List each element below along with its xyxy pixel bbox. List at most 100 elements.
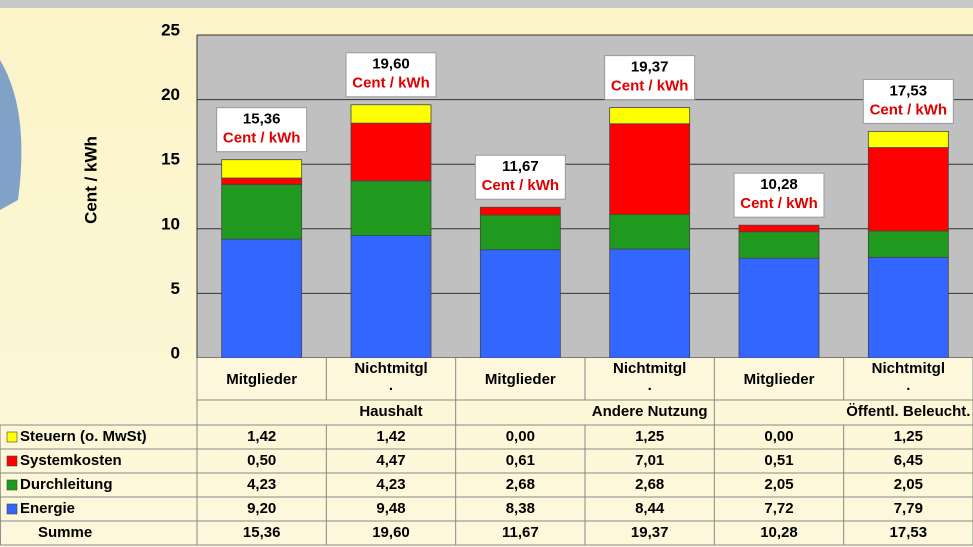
table-value: 0,50 bbox=[247, 452, 276, 469]
x-tick-label: Mitglieder bbox=[485, 371, 556, 388]
legend-swatch bbox=[6, 431, 18, 443]
decoration bbox=[0, 60, 22, 210]
table-value: 1,25 bbox=[635, 428, 664, 445]
table-value: 8,38 bbox=[506, 500, 535, 517]
legend-swatch bbox=[6, 479, 18, 491]
y-tick-label: 10 bbox=[161, 214, 180, 233]
bar-segment bbox=[867, 256, 949, 359]
table-value: 4,23 bbox=[247, 476, 276, 493]
table-value: 6,45 bbox=[894, 452, 923, 469]
total-unit: Cent / kWh bbox=[870, 101, 948, 118]
table-value: 0,00 bbox=[764, 428, 793, 445]
y-tick-label: 20 bbox=[161, 85, 180, 104]
table-total: 17,53 bbox=[890, 524, 928, 541]
bar-segment bbox=[479, 206, 561, 216]
bar-segment bbox=[350, 104, 432, 124]
table-value: 4,23 bbox=[376, 476, 405, 493]
total-label: 19,37 bbox=[631, 59, 669, 76]
total-box bbox=[604, 55, 696, 101]
table-value: 8,44 bbox=[635, 500, 665, 517]
table-value: 2,68 bbox=[506, 476, 535, 493]
total-box bbox=[216, 107, 308, 153]
bar-segment bbox=[221, 184, 303, 240]
table-value: 1,42 bbox=[376, 428, 405, 445]
bar-segment bbox=[479, 214, 561, 251]
table-value: 9,20 bbox=[247, 500, 276, 517]
table-value: 7,01 bbox=[635, 452, 664, 469]
table-value: 1,42 bbox=[247, 428, 276, 445]
total-label: 19,60 bbox=[372, 56, 410, 73]
x-tick-label: Nichtmitgl. bbox=[872, 360, 945, 394]
table-value: 0,61 bbox=[506, 452, 535, 469]
y-tick-label: 25 bbox=[161, 20, 180, 39]
table-value: 4,47 bbox=[376, 452, 405, 469]
bar-segment bbox=[738, 224, 820, 233]
y-tick-label: 0 bbox=[171, 343, 180, 362]
table-value: 2,68 bbox=[635, 476, 664, 493]
x-tick-label: Nichtmitgl. bbox=[613, 360, 686, 394]
table-total: 19,60 bbox=[372, 524, 410, 541]
total-unit: Cent / kWh bbox=[740, 195, 818, 212]
bar-segment bbox=[221, 159, 303, 179]
total-label: 15,36 bbox=[243, 111, 281, 128]
table-value: 7,72 bbox=[764, 500, 793, 517]
total-box bbox=[474, 154, 566, 200]
y-axis-label: Cent / kWh bbox=[81, 136, 100, 224]
group-label: Andere Nutzung bbox=[592, 403, 708, 420]
total-unit: Cent / kWh bbox=[223, 130, 301, 147]
table-value: 1,25 bbox=[894, 428, 923, 445]
bar-segment bbox=[221, 177, 303, 185]
total-row-label: Summe bbox=[38, 524, 92, 541]
table-line bbox=[0, 424, 1, 546]
bar-segment bbox=[221, 238, 303, 359]
table-total: 10,28 bbox=[760, 524, 798, 541]
bar-segment bbox=[350, 235, 432, 359]
bar-segment bbox=[867, 147, 949, 232]
x-tick-label: Nichtmitgl. bbox=[354, 360, 427, 394]
x-tick-label: Mitglieder bbox=[744, 371, 815, 388]
bar-segment bbox=[350, 180, 432, 236]
y-tick-label: 15 bbox=[161, 150, 180, 169]
bar-segment bbox=[479, 249, 561, 359]
legend-label: Energie bbox=[20, 500, 75, 517]
table-total: 19,37 bbox=[631, 524, 669, 541]
top-band bbox=[0, 0, 973, 8]
group-label: Öffentl. Beleucht. bbox=[846, 403, 970, 420]
bar-segment bbox=[609, 123, 691, 215]
bar-segment bbox=[738, 231, 820, 259]
bar-segment bbox=[738, 257, 820, 359]
bar-segment bbox=[609, 213, 691, 250]
total-box bbox=[862, 78, 954, 124]
total-unit: Cent / kWh bbox=[482, 177, 560, 194]
total-label: 17,53 bbox=[890, 82, 928, 99]
table-value: 2,05 bbox=[894, 476, 923, 493]
y-tick-label: 5 bbox=[171, 279, 180, 298]
bar-segment bbox=[609, 248, 691, 359]
table-total: 15,36 bbox=[243, 524, 281, 541]
table-total: 11,67 bbox=[502, 524, 539, 541]
plot-area bbox=[197, 35, 973, 358]
bar-segment bbox=[350, 122, 432, 182]
table-value: 0,00 bbox=[506, 428, 535, 445]
table-value: 9,48 bbox=[376, 500, 405, 517]
table-value: 2,05 bbox=[764, 476, 793, 493]
table-value: 7,79 bbox=[894, 500, 923, 517]
table-value: 0,51 bbox=[764, 452, 793, 469]
bar-segment bbox=[609, 107, 691, 125]
legend-swatch bbox=[6, 455, 18, 467]
total-box bbox=[345, 52, 437, 98]
legend-label: Steuern (o. MwSt) bbox=[20, 428, 147, 445]
legend-label: Durchleitung bbox=[20, 476, 113, 493]
total-unit: Cent / kWh bbox=[352, 75, 430, 92]
total-label: 10,28 bbox=[760, 176, 798, 193]
legend-swatch bbox=[6, 503, 18, 515]
total-unit: Cent / kWh bbox=[611, 78, 689, 95]
total-box bbox=[733, 172, 825, 218]
bar-segment bbox=[867, 230, 949, 258]
x-tick-label: Mitglieder bbox=[226, 371, 297, 388]
total-label: 11,67 bbox=[502, 158, 539, 175]
legend-label: Systemkosten bbox=[20, 452, 122, 469]
group-label: Haushalt bbox=[359, 403, 422, 420]
